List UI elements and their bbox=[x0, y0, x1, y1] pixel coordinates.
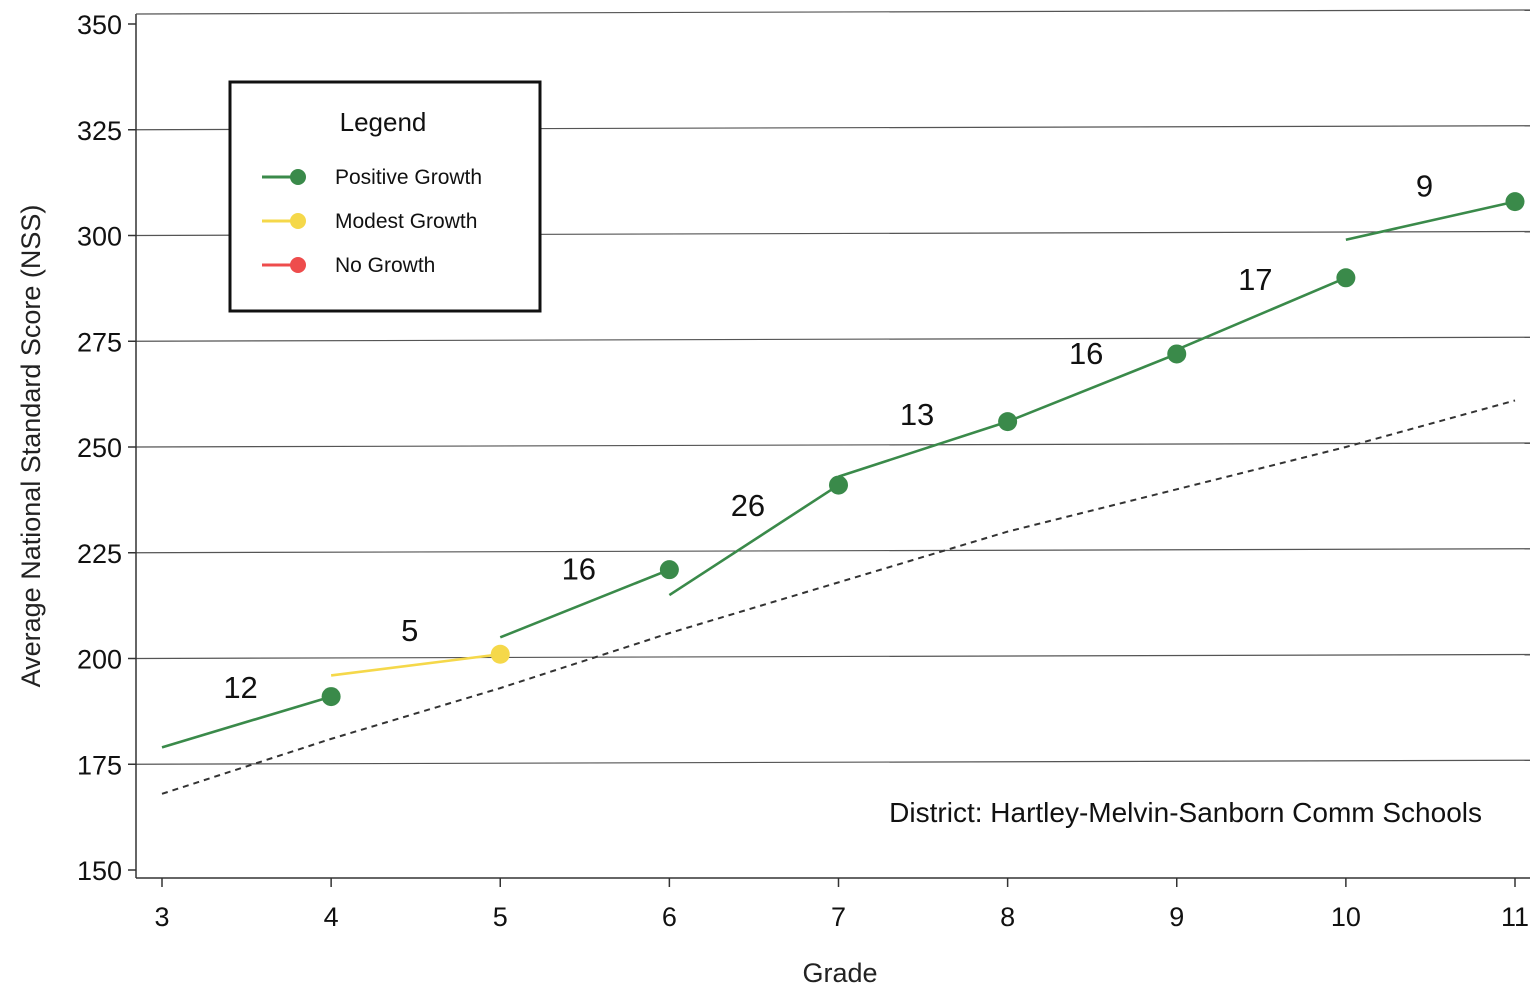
reference-trend-line bbox=[161, 399, 1516, 795]
growth-value-label: 5 bbox=[401, 613, 418, 648]
growth-value-label: 17 bbox=[1238, 262, 1272, 297]
grid-line bbox=[135, 653, 1530, 660]
y-tick-label: 225 bbox=[77, 539, 122, 569]
legend-title: Legend bbox=[340, 107, 427, 137]
legend-item-label: Modest Growth bbox=[335, 210, 477, 233]
y-tick-label: 200 bbox=[77, 645, 122, 675]
y-tick-label: 250 bbox=[77, 433, 122, 463]
grid-line bbox=[135, 548, 1530, 554]
legend-swatch-dot bbox=[290, 169, 306, 185]
growth-segment bbox=[668, 483, 840, 597]
legend-swatch-dot bbox=[290, 213, 306, 229]
y-tick-label: 325 bbox=[77, 116, 122, 146]
x-tick-label: 11 bbox=[1501, 902, 1529, 932]
growth-segment bbox=[1007, 352, 1178, 423]
y-tick-label: 150 bbox=[77, 856, 122, 886]
y-tick-label: 350 bbox=[77, 10, 122, 40]
axes bbox=[135, 9, 1530, 879]
segment-labels: 12 5 16 26 13 16 17 9 bbox=[223, 169, 1433, 705]
x-tick-label: 4 bbox=[324, 902, 339, 932]
grid-line bbox=[135, 442, 1530, 448]
growth-value-label: 12 bbox=[223, 670, 257, 705]
y-tick-label: 175 bbox=[77, 750, 122, 780]
grade-point bbox=[998, 412, 1018, 432]
y-tick-label: 275 bbox=[77, 327, 122, 357]
growth-value-label: 26 bbox=[731, 488, 765, 523]
growth-segment bbox=[330, 652, 501, 677]
legend: Legend Positive Growth Modest Growth No Gr… bbox=[228, 80, 542, 313]
legend-swatch-dot bbox=[290, 257, 306, 273]
grade-point bbox=[829, 475, 848, 495]
grade-point bbox=[659, 560, 679, 580]
y-tick-label: 300 bbox=[77, 222, 122, 252]
growth-segment bbox=[499, 568, 670, 639]
grade-point bbox=[1167, 344, 1187, 364]
grade-point bbox=[321, 687, 341, 707]
x-tick-label: 8 bbox=[1000, 902, 1015, 932]
grade-point bbox=[1505, 192, 1525, 212]
growth-segment bbox=[1176, 276, 1347, 351]
growth-value-label: 13 bbox=[900, 397, 934, 432]
grade-points bbox=[321, 192, 1525, 707]
x-tick-label: 7 bbox=[831, 902, 846, 932]
x-tick-label: 10 bbox=[1331, 902, 1361, 932]
legend-items: Positive Growth Modest Growth No Growth bbox=[262, 166, 482, 277]
x-tick-label: 5 bbox=[493, 902, 508, 932]
growth-value-label: 16 bbox=[562, 552, 596, 587]
grade-point bbox=[1336, 268, 1356, 288]
reference-line bbox=[161, 399, 1516, 795]
x-tick-label: 6 bbox=[662, 902, 677, 932]
growth-segments bbox=[161, 200, 1516, 749]
growth-segment bbox=[161, 695, 332, 749]
district-annotation: District: Hartley-Melvin-Sanborn Comm Sc… bbox=[889, 797, 1482, 828]
growth-segment bbox=[1345, 200, 1516, 241]
top-border-line bbox=[135, 9, 1530, 15]
legend-item-label: No Growth bbox=[335, 254, 435, 277]
x-axis-title: Grade bbox=[802, 958, 877, 988]
growth-value-label: 16 bbox=[1069, 336, 1103, 371]
y-axis-title: Average National Standard Score (NSS) bbox=[16, 205, 46, 688]
grid-line bbox=[135, 336, 1530, 342]
x-tick-label: 9 bbox=[1169, 902, 1184, 932]
x-tick-label: 3 bbox=[154, 902, 169, 932]
grade-point bbox=[490, 644, 510, 664]
legend-item-label: Positive Growth bbox=[335, 166, 482, 189]
growth-value-label: 9 bbox=[1416, 169, 1433, 204]
grid-line bbox=[135, 759, 1530, 765]
growth-segment bbox=[838, 420, 1009, 478]
legend-box bbox=[228, 80, 542, 313]
